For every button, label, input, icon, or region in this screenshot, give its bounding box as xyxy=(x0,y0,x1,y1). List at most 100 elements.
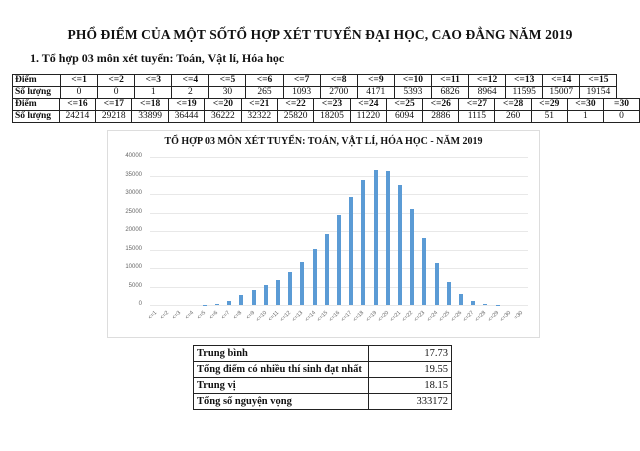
score-cell: <=22 xyxy=(276,98,315,111)
bar xyxy=(410,209,415,305)
score-table-part2: Điểm <=16 <=17 <=18 <=19 <=20 <=21 <=22 <=23 <=24… xyxy=(12,98,640,123)
score-cell: <=16 xyxy=(58,98,97,111)
stat-value: 19.55 xyxy=(368,361,452,378)
y-tick-label: 35000 xyxy=(125,171,142,178)
count-cell: 260 xyxy=(494,110,532,123)
bar xyxy=(288,271,293,305)
bar xyxy=(458,294,463,305)
stat-value: 333172 xyxy=(368,393,452,410)
score-cell: <=7 xyxy=(282,74,321,87)
bar xyxy=(227,300,232,305)
bar xyxy=(471,300,476,305)
count-row: Số lượng 24214 29218 33899 36444 36222 32322 25… xyxy=(12,110,640,123)
score-cell: <=17 xyxy=(95,98,133,111)
bar xyxy=(349,196,354,305)
score-cell: <=10 xyxy=(393,74,432,87)
bar xyxy=(385,170,390,305)
score-cell: <=25 xyxy=(385,98,424,111)
stat-label: Trung bình xyxy=(193,345,369,362)
score-cell: <=11 xyxy=(430,74,470,87)
row-label: Điểm xyxy=(12,74,61,87)
count-cell: 30 xyxy=(208,86,247,99)
bar xyxy=(434,263,439,305)
count-cell: 8964 xyxy=(468,86,507,99)
bar xyxy=(483,304,488,305)
score-cell: <=4 xyxy=(171,74,210,87)
score-row: Điểm <=16 <=17 <=18 <=19 <=20 <=21 <=22 <=23 <=24… xyxy=(12,98,640,111)
count-cell: 2700 xyxy=(319,86,358,99)
count-row: Số lượng 0 0 1 2 30 265 1093 2700 4171 5393 6826 896… xyxy=(12,86,618,99)
score-table-part1: Điểm <=1 <=2 <=3 <=4 <=5 <=6 <=7 <=8 <=9 <=10 <=11 <… xyxy=(12,74,618,99)
score-cell: <=2 xyxy=(97,74,136,87)
score-cell: <=27 xyxy=(458,98,496,111)
gridline xyxy=(150,194,528,195)
stats-row: Tổng điểm có nhiều thí sinh đạt nhất 19.5… xyxy=(193,361,452,378)
count-cell: 24214 xyxy=(58,110,97,123)
score-cell: <=24 xyxy=(349,98,387,111)
section-heading: 1. Tổ hợp 03 môn xét tuyển: Toán, Vật lí… xyxy=(30,51,285,65)
count-cell: 18205 xyxy=(313,110,351,123)
gridline xyxy=(150,212,528,214)
count-cell: 15007 xyxy=(542,86,581,99)
bar xyxy=(361,179,366,305)
score-cell: <=8 xyxy=(319,74,358,87)
bar xyxy=(373,170,378,305)
y-tick-label: 20000 xyxy=(125,227,142,233)
count-cell: 2 xyxy=(171,86,210,99)
summary-stats-table: Trung bình 17.73 Tổng điểm có nhiều thí si… xyxy=(193,345,452,410)
count-cell: 0 xyxy=(97,86,136,99)
stats-row: Trung bình 17.73 xyxy=(193,345,452,362)
count-cell: 51 xyxy=(530,110,568,123)
row-label: Số lượng xyxy=(12,110,60,123)
count-cell: 265 xyxy=(245,86,284,99)
score-cell: <=30 xyxy=(566,98,605,111)
bar xyxy=(312,249,317,305)
bar xyxy=(397,185,402,305)
count-cell: 19154 xyxy=(579,86,618,99)
count-cell: 5393 xyxy=(393,86,432,99)
bar-chart: TỔ HỢP 03 MÔN XÉT TUYỂN: TOÁN, VẬT LÍ, H… xyxy=(107,130,540,338)
y-tick-label: 5000 xyxy=(128,282,142,289)
count-cell: 1115 xyxy=(458,110,496,123)
y-tick-label: 15000 xyxy=(125,245,142,252)
bar xyxy=(276,279,281,305)
count-cell: 0 xyxy=(603,110,640,123)
bar xyxy=(422,237,427,305)
score-cell: <=9 xyxy=(356,74,395,87)
score-cell: <=5 xyxy=(208,74,247,87)
count-cell: 33899 xyxy=(131,110,169,123)
score-cell: <=26 xyxy=(422,98,460,111)
count-cell: 25820 xyxy=(276,110,315,123)
stat-value: 17.73 xyxy=(368,345,452,362)
bar xyxy=(215,304,220,305)
count-cell: 0 xyxy=(59,86,99,99)
score-cell: <=20 xyxy=(204,98,242,111)
score-cell: <=28 xyxy=(494,98,532,111)
page-title: PHỔ ĐIỂM CỦA MỘT SỐTỔ HỢP XÉT TUYỂN ĐẠI … xyxy=(67,27,573,42)
count-cell: 36222 xyxy=(204,110,242,123)
score-cell: <=23 xyxy=(313,98,351,111)
score-cell: <=29 xyxy=(530,98,568,111)
score-cell: <=21 xyxy=(240,98,278,111)
count-cell: 1 xyxy=(566,110,605,123)
count-cell: 11595 xyxy=(505,86,544,99)
count-cell: 4171 xyxy=(356,86,395,99)
count-cell: 32322 xyxy=(240,110,278,123)
row-label: Số lượng xyxy=(12,86,61,99)
score-cell: =30 xyxy=(603,98,640,111)
score-cell: <=6 xyxy=(245,74,284,87)
stats-row: Tổng số nguyện vọng 333172 xyxy=(193,393,452,410)
count-cell: 2886 xyxy=(422,110,460,123)
bar xyxy=(324,234,329,305)
count-cell: 1 xyxy=(134,86,173,99)
score-cell: <=3 xyxy=(134,74,173,87)
count-cell: 11220 xyxy=(349,110,387,123)
count-cell: 1093 xyxy=(282,86,321,99)
score-cell: <=12 xyxy=(468,74,507,87)
bar xyxy=(337,215,341,305)
stat-value: 18.15 xyxy=(368,377,452,394)
row-label: Điểm xyxy=(12,98,60,111)
bar xyxy=(251,289,256,305)
count-cell: 36444 xyxy=(167,110,206,123)
bar xyxy=(263,285,268,305)
